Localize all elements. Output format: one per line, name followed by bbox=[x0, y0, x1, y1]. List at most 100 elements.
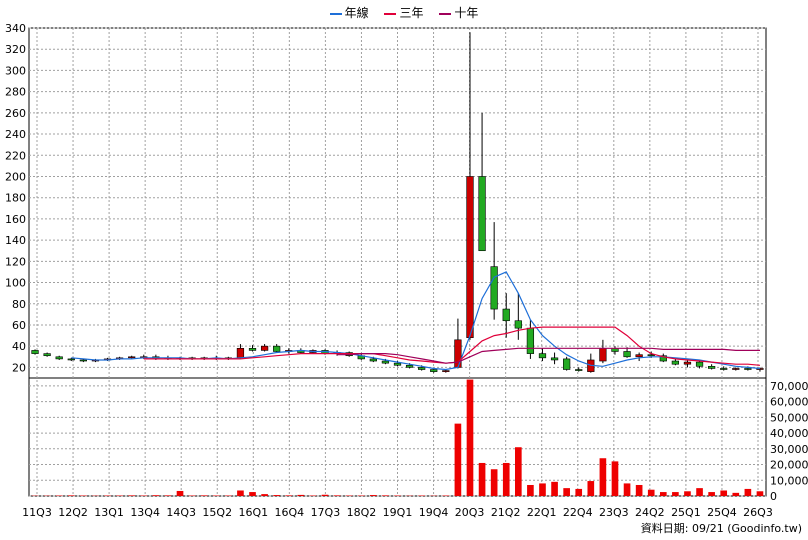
candle-body bbox=[502, 308, 510, 322]
ten-year-line bbox=[337, 347, 760, 364]
x-tick-label: 11Q3 bbox=[22, 506, 52, 519]
x-tick-label: 26Q3 bbox=[743, 506, 773, 519]
x-tick-label: 25Q4 bbox=[707, 506, 737, 519]
volume-y-tick-label: 40,000 bbox=[770, 427, 808, 440]
price-y-tick-label: 160 bbox=[5, 213, 26, 226]
volume-bar bbox=[502, 462, 510, 496]
candle-body bbox=[466, 176, 474, 338]
volume-y-tick-label: 70,000 bbox=[770, 380, 808, 393]
candle-body bbox=[647, 354, 655, 357]
candle-body bbox=[563, 358, 571, 370]
volume-bar bbox=[333, 495, 341, 496]
volume-y-tick-label: 0 bbox=[770, 490, 777, 503]
candle-body bbox=[418, 367, 426, 370]
volume-bar bbox=[200, 495, 208, 496]
candle-body bbox=[526, 327, 535, 354]
candle-body bbox=[599, 348, 607, 362]
volume-bar bbox=[659, 492, 667, 496]
candle-body bbox=[708, 366, 716, 369]
price-y-tick-label: 140 bbox=[5, 234, 26, 247]
price-y-tick-label: 200 bbox=[5, 170, 26, 183]
x-tick-label: 16Q4 bbox=[275, 506, 305, 519]
x-tick-label: 17Q3 bbox=[311, 506, 341, 519]
volume-bar bbox=[176, 490, 184, 496]
volume-bar bbox=[587, 481, 595, 496]
x-tick-label: 14Q3 bbox=[166, 506, 196, 519]
x-tick-label: 18Q2 bbox=[347, 506, 377, 519]
price-y-tick-label: 120 bbox=[5, 255, 26, 268]
legend-swatch-annual bbox=[329, 12, 342, 15]
candle-body bbox=[720, 368, 728, 370]
candle-body bbox=[454, 339, 462, 368]
volume-bar bbox=[261, 494, 268, 496]
volume-bar bbox=[490, 469, 498, 496]
candle-body bbox=[575, 369, 583, 371]
price-plot-frame bbox=[28, 27, 767, 379]
price-y-tick-label: 260 bbox=[5, 107, 26, 120]
x-tick-label: 24Q2 bbox=[635, 506, 665, 519]
price-y-tick-label: 60 bbox=[12, 319, 26, 332]
x-tick-label: 23Q3 bbox=[599, 506, 629, 519]
legend-label-three-year: 三年 bbox=[399, 6, 424, 20]
legend-swatch-ten-year bbox=[439, 12, 452, 15]
volume-bar bbox=[647, 489, 655, 496]
candle-body bbox=[490, 266, 498, 310]
price-y-tick-label: 220 bbox=[5, 149, 26, 162]
volume-bar bbox=[382, 495, 389, 496]
candle-body bbox=[67, 358, 75, 361]
volume-bar bbox=[128, 495, 136, 496]
candle-body bbox=[43, 353, 51, 357]
candle-body bbox=[550, 357, 559, 361]
legend-item-ten-year: 十年 bbox=[439, 4, 478, 21]
x-tick-label: 19Q4 bbox=[419, 506, 449, 519]
volume-bar bbox=[756, 491, 764, 496]
candle-body bbox=[405, 364, 414, 368]
volume-bar bbox=[249, 492, 256, 496]
x-tick-label: 12Q2 bbox=[58, 506, 88, 519]
x-tick-label: 21Q2 bbox=[491, 506, 521, 519]
volume-bar bbox=[708, 492, 715, 496]
price-y-tick-label: 100 bbox=[5, 277, 26, 290]
legend-item-three-year: 三年 bbox=[384, 4, 424, 21]
volume-y-tick-label: 20,000 bbox=[770, 459, 808, 472]
candle-body bbox=[260, 345, 269, 351]
volume-bar bbox=[321, 494, 329, 496]
price-y-tick-label: 180 bbox=[5, 192, 26, 205]
volume-bar bbox=[696, 488, 703, 496]
price-y-tick-label: 80 bbox=[12, 298, 26, 311]
volume-bar bbox=[527, 484, 534, 496]
candle-body bbox=[538, 353, 547, 359]
volume-bar bbox=[67, 495, 75, 496]
candle-body bbox=[442, 370, 450, 372]
x-tick-label: 16Q1 bbox=[238, 506, 268, 519]
candle-body bbox=[695, 361, 704, 367]
volume-bar bbox=[599, 458, 607, 496]
data-date-footer: 資料日期: 09/21 (Goodinfo.tw) bbox=[640, 522, 802, 535]
candle-body bbox=[273, 345, 281, 352]
candle-body bbox=[393, 362, 402, 366]
price-y-tick-label: 300 bbox=[5, 64, 26, 77]
candle-body bbox=[514, 320, 522, 329]
legend-label-annual: 年線 bbox=[344, 6, 369, 20]
legend-item-annual: 年線 bbox=[329, 4, 369, 21]
volume-bar bbox=[297, 494, 305, 496]
volume-bar bbox=[478, 462, 486, 496]
volume-bar bbox=[672, 492, 679, 496]
x-tick-label: 22Q1 bbox=[527, 506, 557, 519]
x-tick-label: 15Q2 bbox=[202, 506, 232, 519]
x-tick-label: 13Q1 bbox=[94, 506, 124, 519]
x-tick-label: 13Q4 bbox=[130, 506, 160, 519]
legend-swatch-three-year bbox=[384, 12, 397, 15]
candle-body bbox=[381, 360, 390, 364]
volume-bar bbox=[575, 488, 583, 496]
candle-body bbox=[683, 361, 692, 365]
volume-bar bbox=[744, 488, 752, 496]
volume-bar bbox=[732, 492, 740, 496]
volume-bar bbox=[514, 447, 522, 496]
volume-bar bbox=[237, 490, 244, 496]
price-y-tick-label: 20 bbox=[12, 361, 26, 374]
chart-legend: 年線 三年 十年 bbox=[0, 4, 808, 21]
volume-bar bbox=[635, 484, 643, 496]
volume-y-tick-label: 50,000 bbox=[770, 411, 808, 424]
